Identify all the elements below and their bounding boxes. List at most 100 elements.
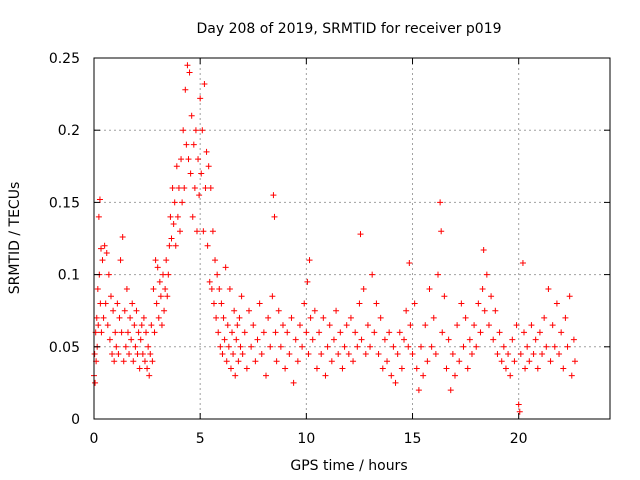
data-point [119, 234, 126, 241]
data-point [190, 141, 197, 148]
data-point [258, 351, 265, 358]
data-point [140, 314, 147, 321]
data-point [539, 351, 546, 358]
data-point [313, 365, 320, 372]
data-point [335, 351, 342, 358]
data-point [388, 372, 395, 379]
data-point [279, 322, 286, 329]
data-point [284, 329, 291, 336]
data-point [195, 156, 202, 163]
data-point [206, 278, 213, 285]
data-point [513, 322, 520, 329]
data-point [343, 322, 350, 329]
data-point [358, 336, 365, 343]
data-point [252, 358, 259, 365]
data-point [267, 343, 274, 350]
x-tick-label: 5 [196, 431, 205, 447]
data-points [91, 62, 578, 415]
data-point [122, 343, 129, 350]
data-point [403, 307, 410, 314]
data-point [231, 307, 238, 314]
data-point [193, 228, 200, 235]
data-point [201, 80, 208, 87]
data-point [207, 184, 214, 191]
data-point [352, 329, 359, 336]
data-point [337, 329, 344, 336]
data-point [492, 307, 499, 314]
data-point [357, 231, 364, 238]
data-point [96, 196, 103, 203]
data-point [296, 322, 303, 329]
data-point [390, 343, 397, 350]
data-point [121, 307, 128, 314]
data-point [369, 271, 376, 278]
data-point [143, 329, 150, 336]
data-point [174, 213, 181, 220]
data-point [320, 314, 327, 321]
data-point [406, 260, 413, 267]
data-point [509, 336, 516, 343]
data-point [215, 329, 222, 336]
data-point [549, 322, 556, 329]
data-point [294, 358, 301, 365]
data-point [460, 343, 467, 350]
data-point [93, 314, 100, 321]
data-point [226, 286, 233, 293]
data-point [260, 329, 267, 336]
data-point [488, 293, 495, 300]
data-point [341, 343, 348, 350]
data-point [129, 300, 136, 307]
data-point [521, 329, 527, 336]
data-point [203, 148, 210, 155]
data-point [209, 228, 216, 235]
data-point [134, 351, 141, 358]
data-point [505, 351, 512, 358]
x-tick-label: 20 [510, 431, 528, 447]
data-point [435, 271, 441, 278]
data-point [464, 365, 471, 372]
data-point [311, 307, 318, 314]
data-point [269, 293, 276, 300]
data-point [225, 343, 232, 350]
data-point [113, 343, 120, 350]
data-point [246, 307, 253, 314]
data-point [152, 257, 159, 264]
data-point [373, 300, 380, 307]
data-point [516, 408, 523, 415]
data-point [173, 163, 180, 170]
data-point [102, 300, 109, 307]
data-point [532, 336, 539, 343]
data-point [309, 336, 316, 343]
data-point [233, 336, 240, 343]
data-point [562, 314, 569, 321]
data-point [407, 322, 414, 329]
data-point [526, 358, 533, 365]
data-point [221, 336, 228, 343]
data-point [165, 271, 172, 278]
data-point [354, 343, 361, 350]
data-point [216, 286, 223, 293]
data-point [97, 300, 104, 307]
data-point [445, 336, 452, 343]
data-point [306, 257, 313, 264]
data-point [534, 365, 541, 372]
data-point [123, 286, 130, 293]
data-point [324, 343, 331, 350]
data-point [204, 242, 211, 249]
data-point [198, 170, 205, 177]
data-point [95, 213, 102, 220]
y-tick-label: 0 [71, 412, 80, 428]
data-point [128, 336, 135, 343]
data-point [214, 271, 221, 278]
data-point [556, 351, 563, 358]
data-point [135, 329, 142, 336]
data-point [420, 372, 427, 379]
data-point [451, 372, 458, 379]
data-point [163, 257, 170, 264]
data-point [477, 329, 484, 336]
data-point [191, 184, 198, 191]
data-point [543, 343, 550, 350]
data-point [166, 242, 173, 249]
data-point [205, 163, 212, 170]
data-point [167, 213, 174, 220]
